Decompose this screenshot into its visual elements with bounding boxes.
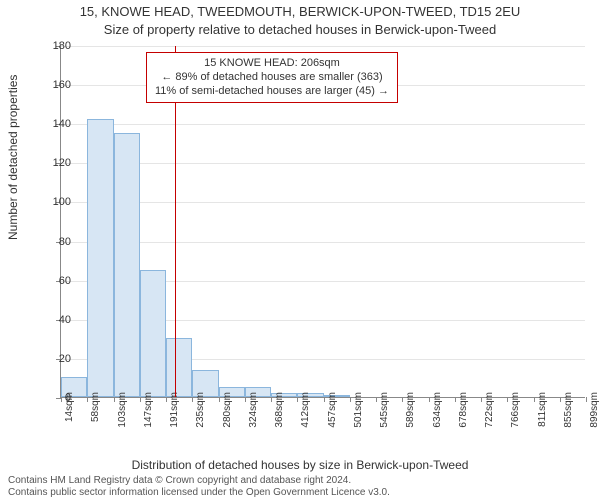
x-tick-mark: [534, 397, 535, 402]
y-tick-label: 120: [41, 157, 71, 169]
x-tick-mark: [245, 397, 246, 402]
x-tick-label: 855sqm: [563, 392, 574, 428]
x-tick-mark: [455, 397, 456, 402]
x-tick-label: 368sqm: [274, 392, 285, 428]
y-tick-label: 180: [41, 40, 71, 52]
x-tick-label: 501sqm: [353, 392, 364, 428]
x-tick-label: 324sqm: [248, 392, 259, 428]
x-tick-label: 899sqm: [589, 392, 600, 428]
x-tick-mark: [481, 397, 482, 402]
x-tick-label: 235sqm: [195, 392, 206, 428]
y-tick-label: 140: [41, 118, 71, 130]
x-axis-label: Distribution of detached houses by size …: [0, 458, 600, 472]
x-tick-mark: [586, 397, 587, 402]
x-tick-mark: [402, 397, 403, 402]
x-tick-mark: [350, 397, 351, 402]
title-line-2: Size of property relative to detached ho…: [0, 22, 600, 37]
gridline: [61, 124, 585, 125]
x-tick-mark: [560, 397, 561, 402]
footer-attribution: Contains HM Land Registry data © Crown c…: [8, 475, 390, 498]
x-tick-mark: [219, 397, 220, 402]
annotation-line: 11% of semi-detached houses are larger (…: [155, 85, 389, 99]
x-tick-mark: [87, 397, 88, 402]
histogram-bar: [140, 270, 166, 397]
x-tick-mark: [297, 397, 298, 402]
x-tick-label: 678sqm: [458, 392, 469, 428]
histogram-bar: [87, 119, 113, 397]
x-tick-label: 103sqm: [117, 392, 128, 428]
x-tick-mark: [376, 397, 377, 402]
x-tick-label: 545sqm: [379, 392, 390, 428]
x-tick-mark: [271, 397, 272, 402]
x-tick-mark: [429, 397, 430, 402]
footer-line-1: Contains HM Land Registry data © Crown c…: [8, 475, 390, 487]
x-tick-mark: [324, 397, 325, 402]
title-line-1: 15, KNOWE HEAD, TWEEDMOUTH, BERWICK-UPON…: [0, 4, 600, 19]
x-tick-mark: [140, 397, 141, 402]
y-tick-label: 20: [41, 353, 71, 365]
footer-line-2: Contains public sector information licen…: [8, 487, 390, 499]
x-tick-label: 766sqm: [510, 392, 521, 428]
x-tick-mark: [507, 397, 508, 402]
x-tick-label: 589sqm: [405, 392, 416, 428]
x-tick-label: 58sqm: [90, 392, 101, 422]
y-tick-label: 160: [41, 79, 71, 91]
x-tick-label: 412sqm: [300, 392, 311, 428]
chart-container: { "title_line1": "15, KNOWE HEAD, TWEEDM…: [0, 0, 600, 500]
x-tick-mark: [192, 397, 193, 402]
y-tick-label: 0: [41, 392, 71, 404]
annotation-line: ← 89% of detached houses are smaller (36…: [155, 71, 389, 85]
y-tick-label: 100: [41, 196, 71, 208]
histogram-bar: [166, 338, 192, 397]
y-tick-label: 60: [41, 275, 71, 287]
x-tick-label: 457sqm: [327, 392, 338, 428]
annotation-box: 15 KNOWE HEAD: 206sqm← 89% of detached h…: [146, 52, 398, 103]
x-tick-mark: [166, 397, 167, 402]
histogram-bar: [114, 133, 140, 397]
x-tick-label: 191sqm: [169, 392, 180, 428]
x-tick-label: 811sqm: [537, 392, 548, 427]
x-tick-label: 634sqm: [432, 392, 443, 428]
x-tick-mark: [114, 397, 115, 402]
y-axis-label: Number of detached properties: [6, 75, 20, 240]
y-tick-label: 80: [41, 236, 71, 248]
x-tick-label: 147sqm: [143, 392, 154, 428]
gridline: [61, 46, 585, 47]
annotation-line: 15 KNOWE HEAD: 206sqm: [155, 57, 389, 71]
x-tick-label: 722sqm: [484, 392, 495, 428]
x-tick-label: 280sqm: [222, 392, 233, 428]
y-tick-label: 40: [41, 314, 71, 326]
plot-area: 14sqm58sqm103sqm147sqm191sqm235sqm280sqm…: [60, 46, 585, 398]
